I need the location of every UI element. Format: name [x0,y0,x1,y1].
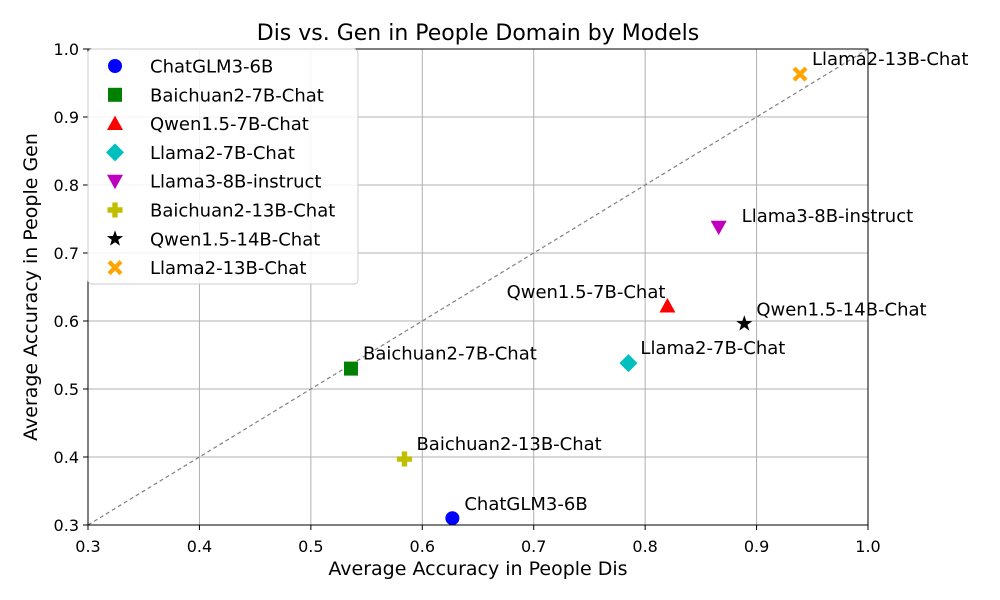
point-label: Llama3-8B-instruct [742,206,913,227]
y-tick-label: 0.5 [54,380,79,399]
point-label: Baichuan2-13B-Chat [416,434,601,455]
point-label: ChatGLM3-6B [464,494,587,515]
legend-entry: Llama3-8B-instruct [150,172,321,193]
legend-box [87,48,359,285]
legend-marker [107,260,123,276]
point-label: Baichuan2-7B-Chat [363,344,537,365]
point-label: Llama2-13B-Chat [812,49,968,70]
plot-frame [87,48,869,526]
point-label: Qwen1.5-7B-Chat [507,282,666,303]
legend-entry: Qwen1.5-14B-Chat [150,229,320,250]
legend-entry: Baichuan2-13B-Chat [150,201,335,222]
legend-marker [108,87,122,102]
x-tick-label: 0.8 [632,537,657,556]
data-point-chatglm3-6b [445,511,460,526]
data-point-baichuan2-7b-chat [343,361,358,376]
legend-marker [106,230,124,246]
x-tick-label: 0.9 [744,537,769,556]
grid [87,48,869,526]
data-points [343,66,808,526]
data-point-llama2-7b-chat [619,354,638,373]
y-tick-label: 1.0 [54,40,79,59]
diagonal-reference-line [87,48,869,526]
legend-marker [108,59,122,73]
legend-marker [107,115,123,130]
x-tick-label: 0.7 [521,537,546,556]
legend-entry: ChatGLM3-6B [150,57,273,78]
data-point-baichuan2-13b-chat [396,451,412,467]
legend-entry: Llama2-7B-Chat [150,143,295,164]
legend-marker [107,202,123,218]
y-tick-label: 0.3 [54,516,79,535]
point-label: Qwen1.5-14B-Chat [756,300,926,321]
axis-ticks: 0.3 0.4 0.5 0.6 0.7 0.8 0.9 1.0 0.3 0.4 0.5 0.6 0.7 0… [54,40,881,556]
data-point-qwen1-5-14b-chat [736,315,753,331]
x-tick-label: 0.6 [410,537,435,556]
chart-title: Dis vs. Gen in People Domain by Models [257,21,699,46]
point-labels: ChatGLM3-6B Baichuan2-7B-Chat Qwen1.5-7B-C… [363,49,968,515]
x-axis-label: Average Accuracy in People Dis [328,558,627,580]
legend: ChatGLM3-6B Baichuan2-7B-Chat Qwen1.5-7B-C… [87,48,359,285]
x-tick-label: 0.3 [75,537,100,556]
point-label: Llama2-7B-Chat [640,338,785,359]
legend-marker [107,174,123,190]
x-tick-label: 0.5 [298,537,323,556]
y-axis-label: Average Accuracy in People Gen [20,133,42,441]
data-point-llama3-8b-instruct [710,220,727,236]
x-tick-label: 1.0 [855,537,880,556]
data-point-llama2-13b-chat [792,66,808,82]
x-tick-label: 0.4 [187,537,212,556]
legend-entry: Qwen1.5-7B-Chat [150,114,309,135]
legend-entry: Baichuan2-7B-Chat [150,85,324,106]
data-point-qwen1-5-7b-chat [659,298,676,313]
y-tick-label: 0.6 [54,312,79,331]
y-tick-label: 0.8 [54,176,79,195]
y-tick-label: 0.9 [54,108,79,127]
legend-entry: Llama2-13B-Chat [150,258,306,279]
y-tick-label: 0.4 [54,448,79,467]
y-tick-label: 0.7 [54,244,79,263]
legend-marker [106,143,124,162]
